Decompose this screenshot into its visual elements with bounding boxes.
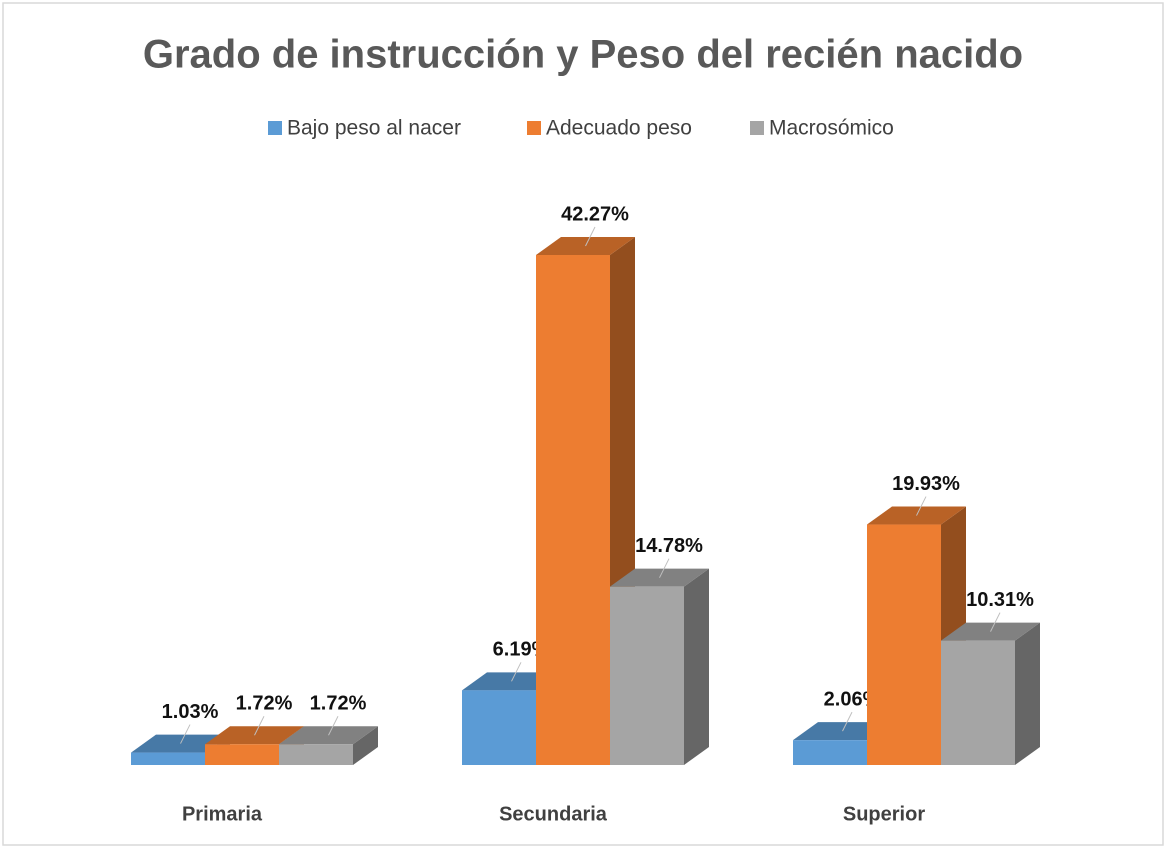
data-label: 6.19%	[493, 639, 550, 661]
legend-label: Adecuado peso	[546, 117, 692, 140]
bar-front	[867, 524, 941, 765]
leader-line	[511, 662, 522, 682]
bar-side	[353, 726, 378, 765]
x-tick-label: Secundaria	[499, 803, 608, 825]
bar-side	[1015, 622, 1040, 765]
legend-label: Macrosómico	[769, 117, 894, 140]
data-label: 10.31%	[966, 589, 1034, 611]
bar-front	[131, 752, 205, 765]
legend-swatch	[268, 121, 282, 135]
data-label: 1.72%	[236, 693, 293, 715]
chart-title: Grado de instrucción y Peso del recién n…	[143, 33, 1023, 77]
x-tick-label: Superior	[843, 803, 925, 825]
data-label: 14.78%	[635, 535, 703, 557]
bar-front	[610, 586, 684, 765]
leader-line	[180, 724, 191, 744]
leader-line	[254, 716, 265, 736]
leader-line	[585, 226, 596, 247]
leader-line	[328, 716, 339, 736]
bar-front	[793, 740, 867, 765]
data-label: 42.27%	[561, 203, 629, 225]
data-label: 2.06%	[824, 688, 881, 710]
legend-label: Bajo peso al nacer	[287, 117, 461, 140]
bar-front	[279, 744, 353, 765]
legend-swatch	[527, 121, 541, 135]
legend-swatch	[750, 121, 764, 135]
bar-front	[536, 255, 610, 765]
bar-side	[684, 568, 709, 765]
bar-front	[205, 744, 279, 765]
leader-line	[916, 496, 927, 516]
data-label: 1.03%	[162, 701, 219, 723]
leader-line	[659, 558, 670, 578]
leader-line	[842, 711, 853, 732]
data-label: 19.93%	[892, 473, 960, 495]
bar	[941, 622, 1040, 765]
bar	[610, 568, 709, 765]
bar-front	[462, 690, 536, 765]
leader-line	[990, 612, 1001, 632]
bar-front	[941, 640, 1015, 765]
x-tick-label: Primaria	[182, 803, 263, 825]
data-label: 1.72%	[310, 693, 367, 715]
